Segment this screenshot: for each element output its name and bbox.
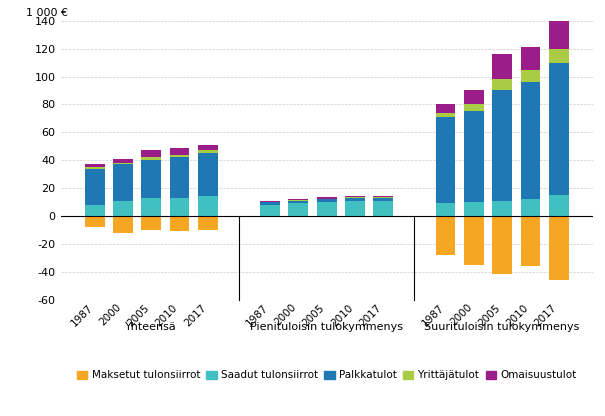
Bar xyxy=(113,163,133,164)
Bar xyxy=(492,201,512,216)
Bar xyxy=(260,201,280,202)
Bar xyxy=(345,197,365,198)
Bar xyxy=(373,201,393,216)
Bar xyxy=(492,91,512,201)
Bar xyxy=(464,91,484,104)
Bar xyxy=(289,200,309,201)
Bar xyxy=(169,216,189,231)
Bar xyxy=(260,202,280,205)
Bar xyxy=(142,160,161,198)
Bar xyxy=(373,216,393,217)
Bar xyxy=(198,151,218,153)
Bar xyxy=(345,196,365,197)
Bar xyxy=(345,198,365,201)
Bar xyxy=(549,21,569,49)
Bar xyxy=(492,79,512,91)
Bar xyxy=(198,216,218,230)
Bar xyxy=(436,203,456,216)
Bar xyxy=(549,49,569,62)
Bar xyxy=(436,117,456,203)
Bar xyxy=(520,69,540,82)
Bar xyxy=(520,82,540,199)
Bar xyxy=(464,202,484,216)
Bar xyxy=(142,216,161,230)
Bar xyxy=(142,157,161,160)
Bar xyxy=(373,196,393,197)
Bar xyxy=(169,198,189,216)
Bar xyxy=(113,164,133,201)
Bar xyxy=(198,145,218,151)
Bar xyxy=(289,216,309,217)
Bar xyxy=(549,216,569,280)
Bar xyxy=(85,168,105,205)
Bar xyxy=(492,216,512,275)
Bar xyxy=(464,111,484,202)
Bar xyxy=(549,62,569,195)
Bar xyxy=(436,216,456,255)
Bar xyxy=(317,199,336,202)
Text: 1 000 €: 1 000 € xyxy=(26,8,68,18)
Bar xyxy=(260,216,280,217)
Legend: Maksetut tulonsiirrot, Saadut tulonsiirrot, Palkkatulot, Yrittäjätulot, Omaisuus: Maksetut tulonsiirrot, Saadut tulonsiirr… xyxy=(73,366,581,384)
Bar xyxy=(289,199,309,200)
Bar xyxy=(317,197,336,199)
Bar xyxy=(198,153,218,196)
Text: Pienituloisin tulokymmenys: Pienituloisin tulokymmenys xyxy=(250,322,403,332)
Bar xyxy=(169,155,189,157)
Bar xyxy=(464,104,484,111)
Bar xyxy=(169,148,189,155)
Bar xyxy=(289,203,309,216)
Bar xyxy=(317,202,336,216)
Bar xyxy=(260,205,280,216)
Bar xyxy=(373,198,393,201)
Bar xyxy=(373,197,393,198)
Bar xyxy=(436,113,456,117)
Bar xyxy=(113,159,133,163)
Bar xyxy=(436,104,456,113)
Bar xyxy=(317,216,336,217)
Bar xyxy=(85,167,105,168)
Bar xyxy=(85,216,105,227)
Bar xyxy=(520,216,540,266)
Bar xyxy=(142,198,161,216)
Bar xyxy=(113,216,133,233)
Text: Suurituloisin tulokymmenys: Suurituloisin tulokymmenys xyxy=(425,322,580,332)
Bar xyxy=(464,216,484,265)
Bar xyxy=(520,199,540,216)
Bar xyxy=(169,157,189,198)
Bar xyxy=(85,205,105,216)
Bar xyxy=(142,151,161,157)
Bar xyxy=(549,195,569,216)
Bar xyxy=(85,164,105,167)
Bar xyxy=(345,216,365,217)
Bar xyxy=(345,201,365,216)
Bar xyxy=(198,196,218,216)
Bar xyxy=(492,54,512,79)
Bar xyxy=(520,47,540,69)
Bar xyxy=(113,201,133,216)
Bar xyxy=(289,201,309,203)
Text: Yhteensä: Yhteensä xyxy=(125,322,177,332)
